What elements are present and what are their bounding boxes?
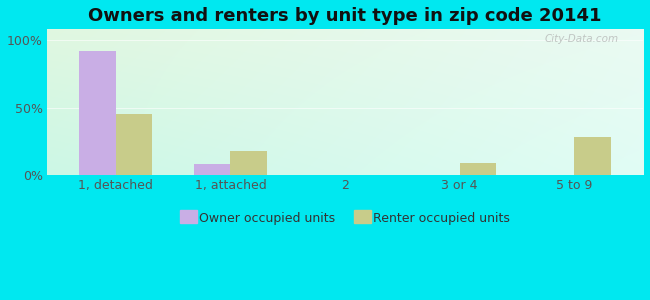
Legend: Owner occupied units, Renter occupied units: Owner occupied units, Renter occupied un… — [176, 207, 515, 230]
Bar — [460, 163, 497, 175]
Bar — [79, 51, 116, 175]
Bar — [194, 164, 230, 175]
Bar — [575, 137, 611, 175]
Bar — [116, 114, 153, 175]
Text: City-Data.com: City-Data.com — [545, 34, 619, 44]
Title: Owners and renters by unit type in zip code 20141: Owners and renters by unit type in zip c… — [88, 7, 602, 25]
Bar — [230, 151, 267, 175]
